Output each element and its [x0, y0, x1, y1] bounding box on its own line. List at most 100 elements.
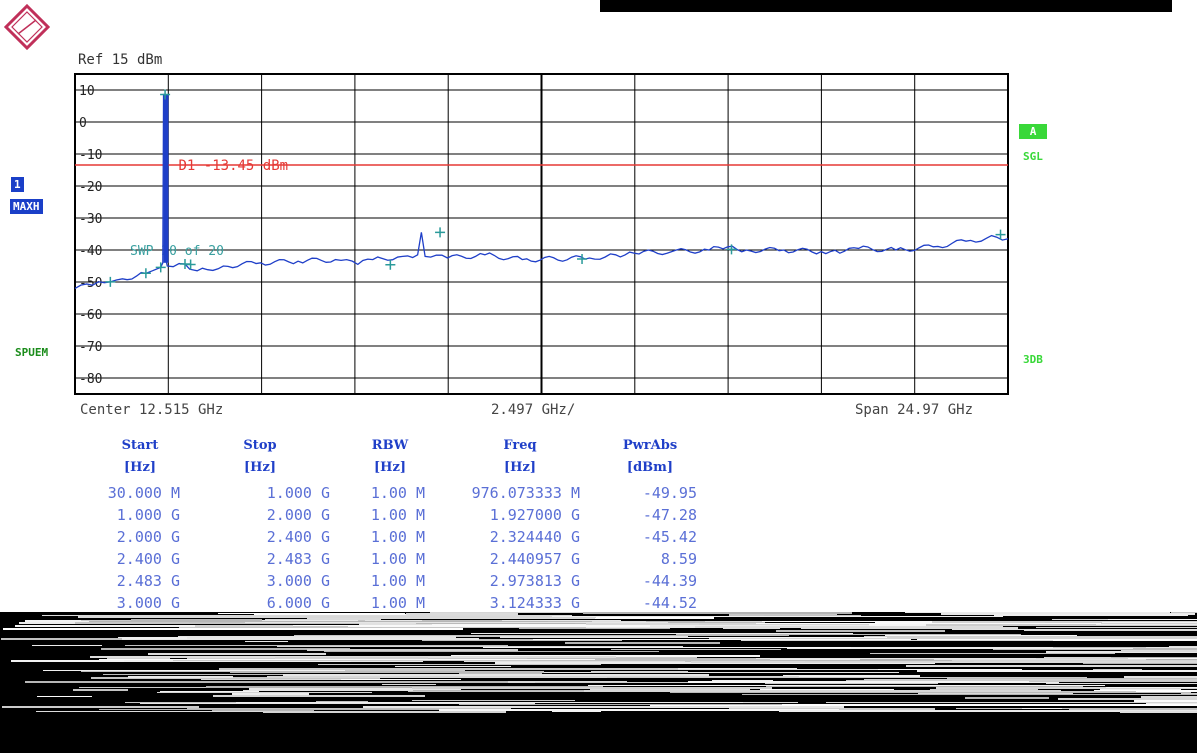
- noise-streak: [917, 639, 1197, 641]
- noise-streak: [756, 623, 1101, 624]
- noise-streak: [206, 686, 603, 688]
- noise-streak: [263, 711, 506, 713]
- column-header: Start: [121, 438, 159, 453]
- noise-streak: [267, 676, 799, 678]
- noise-streak: [32, 645, 102, 646]
- noise-streak: [277, 646, 683, 647]
- noise-streak: [2, 706, 199, 708]
- screen-noise-band: [0, 612, 1197, 753]
- noise-streak: [422, 620, 502, 621]
- y-tick-label: -80: [79, 372, 102, 387]
- noise-streak: [22, 638, 479, 640]
- noise-streak: [157, 692, 372, 693]
- noise-streak: [1146, 647, 1197, 648]
- noise-streak: [218, 613, 405, 614]
- peak-marker: [726, 244, 737, 255]
- bandwidth-label: 3DB: [1023, 353, 1043, 366]
- peak-marker: [140, 268, 151, 279]
- noise-streak: [1036, 658, 1129, 659]
- noise-streak: [958, 702, 1032, 703]
- reference-level-label: Ref 15 dBm: [78, 52, 163, 68]
- table-cell: 30.000 M: [107, 484, 180, 502]
- noise-streak: [459, 704, 966, 705]
- per-division-label: 2.497 GHz/: [491, 402, 576, 418]
- noise-streak: [741, 640, 1053, 641]
- noise-streak: [1083, 663, 1197, 664]
- noise-streak: [73, 689, 128, 691]
- noise-streak: [1128, 658, 1197, 659]
- y-tick-label: 10: [79, 84, 95, 99]
- span-label: Span 24.97 GHz: [855, 402, 974, 418]
- noise-streak: [236, 702, 743, 703]
- noise-streak: [336, 679, 461, 680]
- noise-streak: [11, 660, 135, 662]
- noise-streak: [805, 661, 974, 662]
- peak-marker: [995, 229, 1006, 240]
- noise-streak: [459, 673, 542, 674]
- noise-streak: [1096, 624, 1197, 625]
- noise-streak: [140, 703, 535, 704]
- noise-streak: [1058, 698, 1197, 700]
- noise-streak: [709, 637, 1197, 639]
- table-cell: -49.95: [642, 484, 697, 502]
- noise-streak: [783, 675, 920, 677]
- table-cell: 1.00 M: [370, 550, 425, 568]
- sweep-mode-label: SGL: [1023, 150, 1043, 163]
- noise-streak: [275, 657, 428, 659]
- noise-streak: [91, 677, 380, 679]
- noise-streak: [1141, 696, 1197, 698]
- noise-streak: [25, 681, 508, 683]
- table-cell: 2.324440 G: [489, 528, 580, 546]
- table-cell: 2.000 G: [266, 506, 330, 524]
- noise-streak: [1124, 676, 1197, 678]
- table-cell: 1.00 M: [370, 572, 425, 590]
- noise-streak: [216, 625, 650, 627]
- noise-streak: [864, 679, 1197, 681]
- noise-streak: [519, 628, 670, 629]
- noise-streak: [527, 658, 756, 659]
- y-tick-label: -30: [79, 212, 102, 227]
- y-tick-label: -50: [79, 276, 102, 291]
- noise-streak: [1022, 708, 1062, 709]
- noise-streak: [232, 693, 309, 695]
- noise-streak: [936, 681, 1197, 682]
- trace-number-badge: 1: [11, 177, 24, 192]
- table-cell: 3.124333 G: [489, 594, 580, 612]
- noise-streak: [406, 613, 518, 615]
- header-bar: [600, 0, 1172, 12]
- noise-streak: [877, 648, 1133, 649]
- noise-streak: [529, 623, 575, 624]
- noise-streak: [189, 622, 288, 623]
- peak-marker: [160, 89, 171, 100]
- y-tick-label: -20: [79, 180, 102, 195]
- noise-streak: [688, 681, 1029, 683]
- noise-streak: [776, 630, 945, 632]
- noise-streak: [723, 627, 780, 629]
- noise-streak: [195, 625, 293, 627]
- noise-streak: [442, 659, 770, 661]
- noise-streak: [1106, 687, 1197, 688]
- column-header: Freq: [503, 438, 537, 453]
- noise-streak: [37, 696, 92, 697]
- noise-streak: [552, 710, 601, 712]
- column-unit: [Hz]: [244, 460, 276, 475]
- noise-streak: [439, 709, 839, 711]
- table-cell: -45.42: [642, 528, 697, 546]
- noise-streak: [101, 648, 350, 650]
- noise-streak: [1102, 622, 1197, 623]
- noise-streak: [801, 627, 1018, 629]
- noise-streak: [552, 616, 1003, 617]
- noise-streak: [1, 638, 122, 640]
- noise-streak: [131, 619, 262, 621]
- noise-streak: [36, 711, 481, 712]
- noise-streak: [768, 669, 1022, 670]
- noise-streak: [245, 641, 288, 642]
- noise-streak: [1134, 700, 1197, 702]
- noise-streak: [265, 619, 381, 620]
- table-cell: 2.000 G: [116, 528, 180, 546]
- table-cell: 3.000 G: [116, 594, 180, 612]
- table-cell: -47.28: [642, 506, 697, 524]
- noise-streak: [354, 635, 789, 636]
- noise-streak: [148, 653, 326, 655]
- noise-streak: [471, 633, 853, 634]
